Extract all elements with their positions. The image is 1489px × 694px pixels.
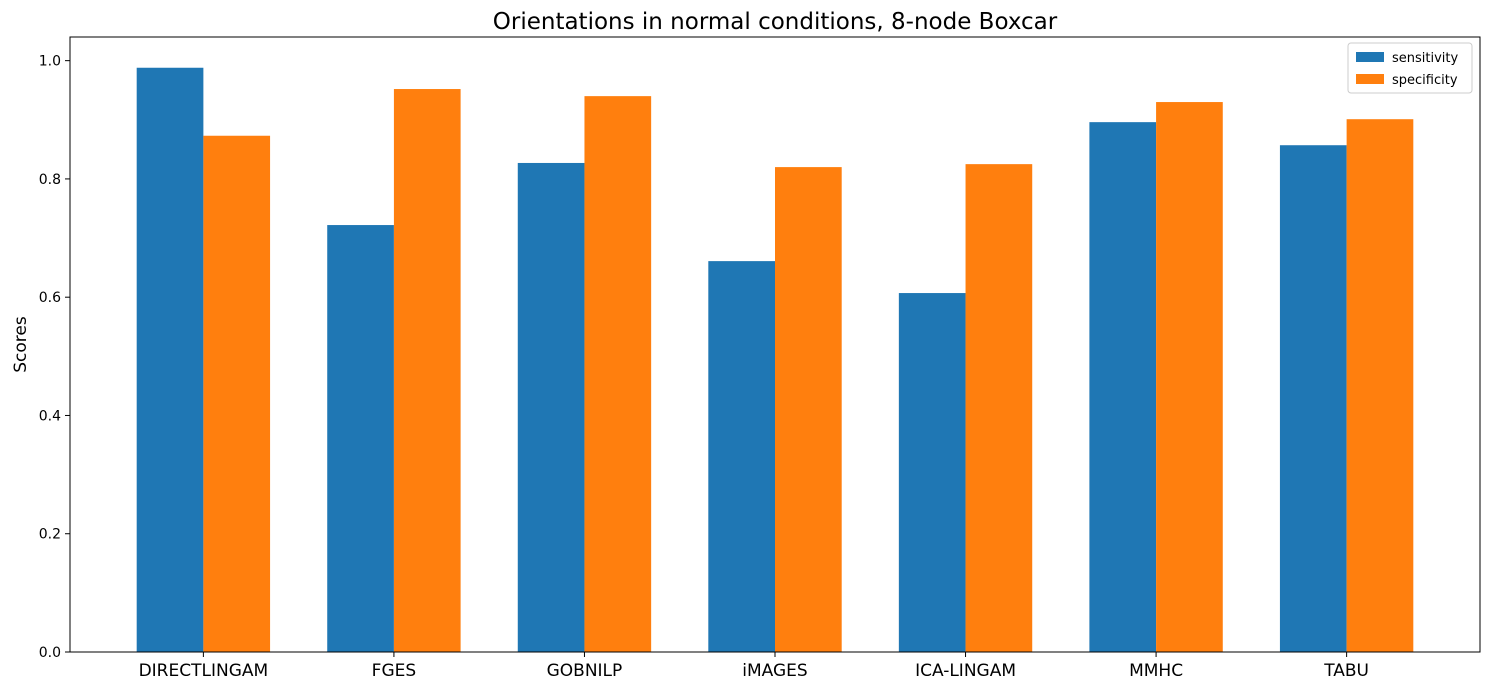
bar-specificity-directlingam [203, 135, 271, 652]
bar-sensitivity-tabu [1279, 145, 1347, 652]
y-tick-label: 1.0 [39, 54, 61, 70]
legend-swatch-specificity [1356, 74, 1384, 84]
bar-specificity-ica-lingam [965, 164, 1033, 652]
chart-title: Orientations in normal conditions, 8-nod… [493, 9, 1058, 35]
x-tick-label: ICA-LINGAM [915, 661, 1016, 681]
bar-specificity-gobnilp [584, 96, 652, 652]
bar-sensitivity-gobnilp [517, 162, 585, 652]
bar-sensitivity-ica-lingam [898, 293, 966, 652]
y-tick-label: 0.4 [39, 408, 61, 424]
x-tick-label: FGES [372, 661, 416, 681]
x-tick-label: MMHC [1129, 661, 1183, 681]
legend-label-specificity: specificity [1392, 73, 1458, 88]
bar-specificity-fges [393, 89, 461, 653]
bar-specificity-tabu [1346, 119, 1414, 652]
x-axis: DIRECTLINGAM FGES GOBNILP iMAGES ICA-LINGAM M… [139, 652, 1369, 681]
bars-layer [136, 67, 1414, 653]
x-tick-label: iMAGES [742, 661, 807, 681]
y-axis: 0.0 0.2 0.4 0.6 0.8 1.0 [39, 54, 70, 661]
x-tick-label: TABU [1323, 661, 1369, 681]
x-tick-label: GOBNILP [547, 661, 623, 681]
legend-swatch-sensitivity [1356, 52, 1384, 62]
bar-sensitivity-images [708, 261, 775, 652]
bar-sensitivity-directlingam [136, 67, 204, 652]
y-tick-label: 0.6 [39, 290, 61, 306]
bar-specificity-mmhc [1156, 102, 1223, 653]
y-axis-title: Scores [11, 316, 31, 373]
legend[interactable]: sensitivity specificity [1347, 42, 1473, 94]
y-tick-label: 0.2 [39, 527, 61, 543]
bar-sensitivity-fges [327, 225, 394, 653]
bar-sensitivity-mmhc [1089, 122, 1157, 652]
y-tick-label: 0.0 [39, 645, 61, 661]
y-tick-label: 0.8 [39, 172, 61, 188]
bar-specificity-images [775, 167, 842, 652]
x-tick-label: DIRECTLINGAM [139, 661, 269, 681]
legend-label-sensitivity: sensitivity [1392, 51, 1459, 66]
